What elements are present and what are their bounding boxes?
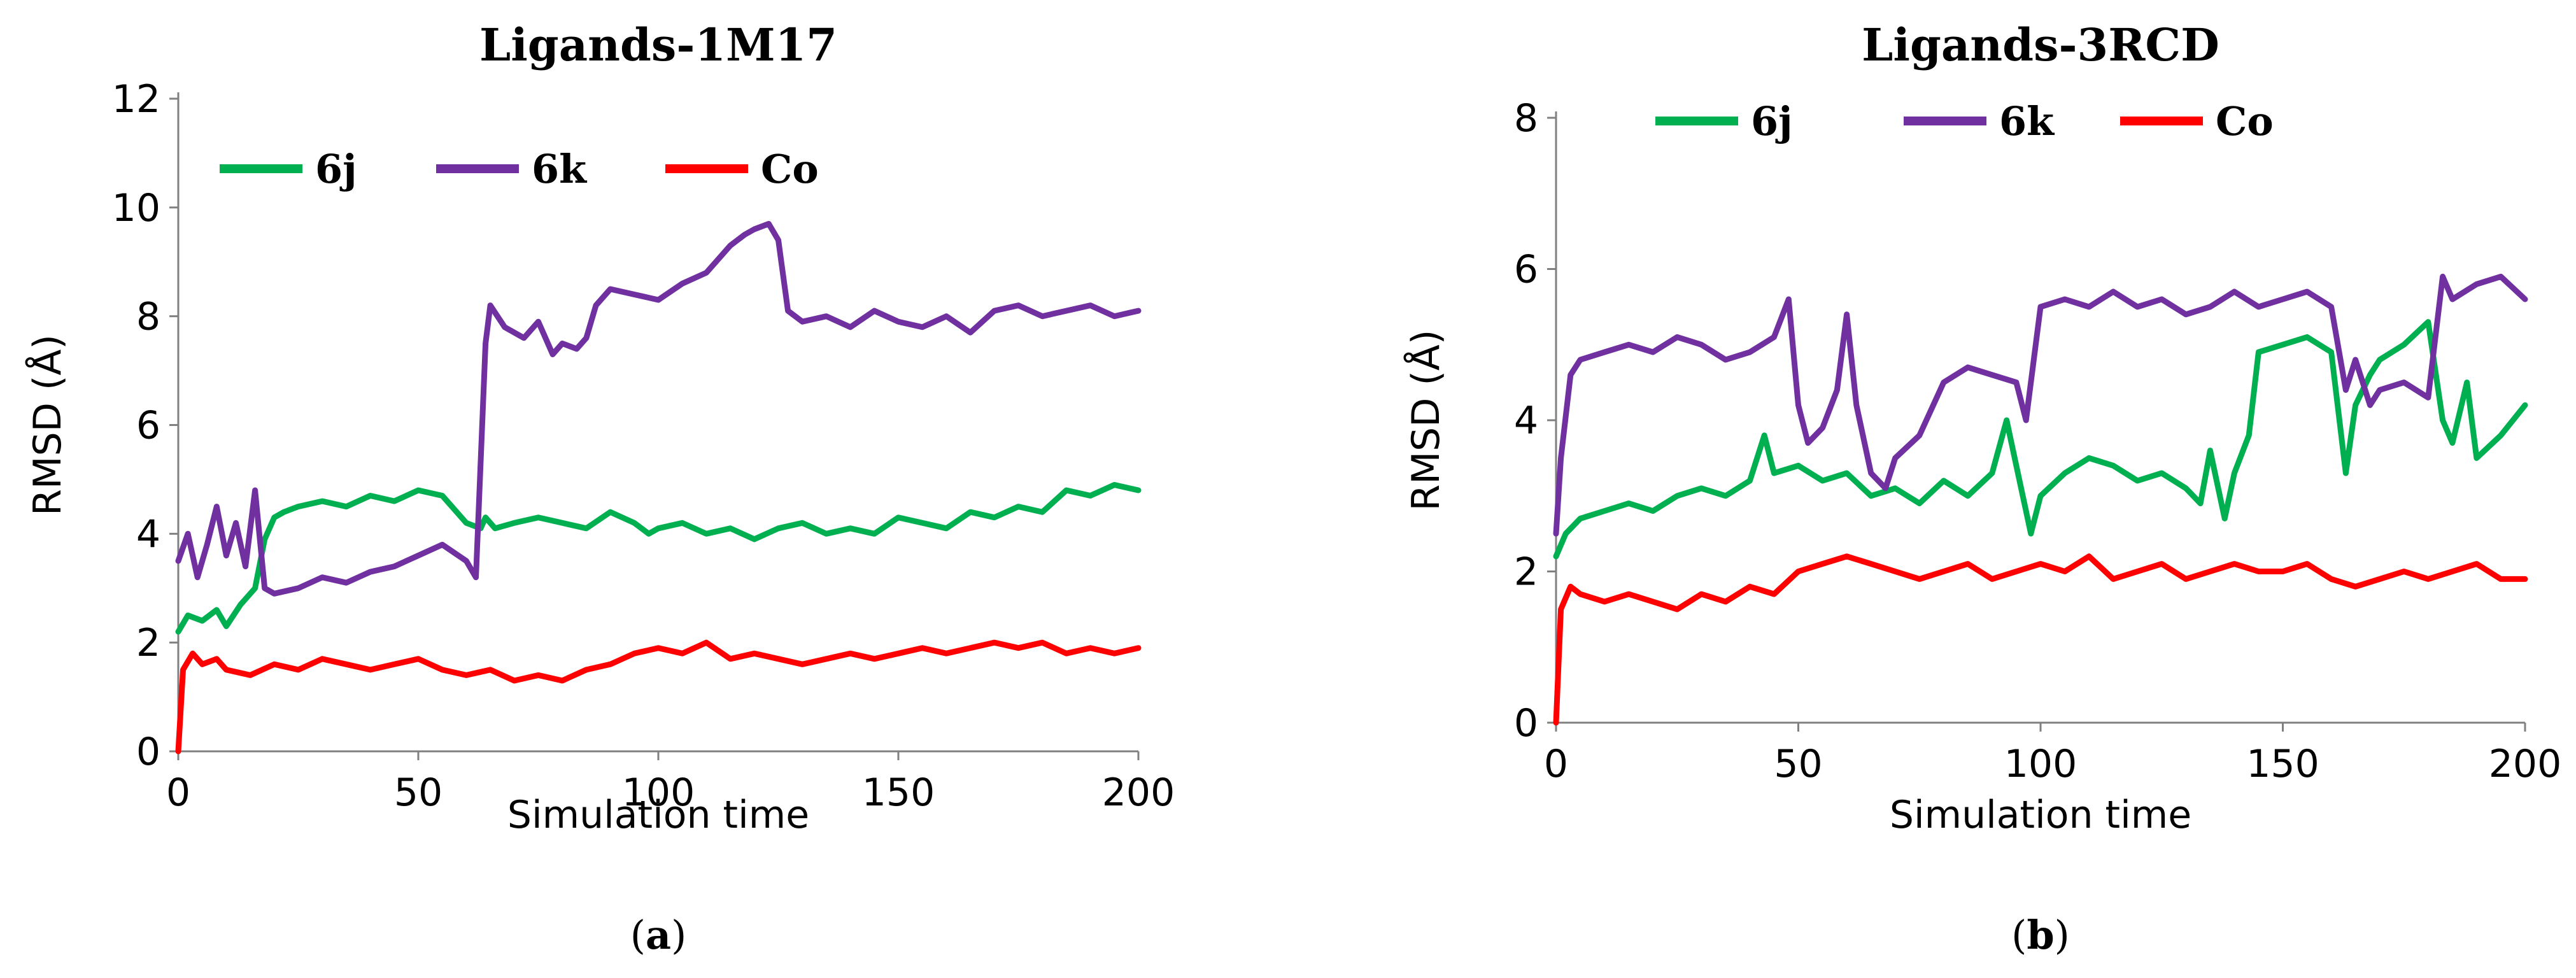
y-tick-label: 8 <box>136 295 160 339</box>
y-tick-label: 4 <box>136 512 160 556</box>
x-axis-label: Simulation time <box>1890 793 2191 837</box>
chart-ligands-1m17: Ligands-1M17 0 2 4 6 8 10 12 0 50 100 150 200 Simulat… <box>25 18 1175 958</box>
series-line-6k <box>1553 273 2528 537</box>
x-tick-label: 50 <box>1774 742 1822 786</box>
x-tick-label: 0 <box>166 770 190 815</box>
chart-title: Ligands-3RCD <box>1862 18 2219 71</box>
legend-label-6j: 6j <box>1751 98 1793 145</box>
x-tick-label: 150 <box>2246 742 2319 786</box>
y-tick-label: 4 <box>1514 399 1538 443</box>
y-tick-label: 10 <box>112 186 160 230</box>
x-tick-label: 100 <box>2004 742 2077 786</box>
x-tick-label: 100 <box>622 770 695 815</box>
x-tick-label: 200 <box>2489 742 2562 786</box>
legend-label-co: Co <box>2216 98 2274 145</box>
panel-label: (b) <box>2011 912 2070 958</box>
series-line-co <box>1553 553 2528 726</box>
x-tick-label: 50 <box>394 770 442 815</box>
legend-label-co: Co <box>761 146 819 192</box>
chart-ligands-3rcd: Ligands-3RCD 0 2 4 6 8 0 50 100 150 200 Simulation … <box>1403 18 2561 958</box>
series-line-6k <box>175 221 1142 597</box>
y-tick-label: 8 <box>1514 96 1538 141</box>
y-axis-label: RMSD (Å) <box>1403 330 1448 511</box>
y-axis-label: RMSD (Å) <box>25 334 70 516</box>
y-tick-label: 2 <box>1514 550 1538 595</box>
panel-label: (a) <box>630 912 687 958</box>
y-tick-label: 12 <box>112 77 160 122</box>
x-tick-label: 200 <box>1102 770 1175 815</box>
chart-title: Ligands-1M17 <box>479 18 837 71</box>
y-tick-label: 6 <box>1514 248 1538 292</box>
y-tick-label: 6 <box>136 404 160 448</box>
y-tick-label: 2 <box>136 621 160 665</box>
series-line-6j <box>1553 319 2528 560</box>
x-tick-label: 150 <box>862 770 935 815</box>
panel-letter: b <box>2027 912 2054 958</box>
series-line-co <box>175 639 1142 755</box>
x-tick-label: 0 <box>1544 742 1568 786</box>
legend-label-6k: 6k <box>1999 98 2055 145</box>
y-tick-label: 0 <box>1514 701 1538 746</box>
x-axis-label: Simulation time <box>507 793 809 837</box>
legend-label-6k: 6k <box>532 146 588 192</box>
y-tick-label: 0 <box>136 730 160 774</box>
panel-letter: a <box>646 912 671 958</box>
legend-label-6j: 6j <box>315 146 357 192</box>
series-line-6j <box>175 482 1142 635</box>
